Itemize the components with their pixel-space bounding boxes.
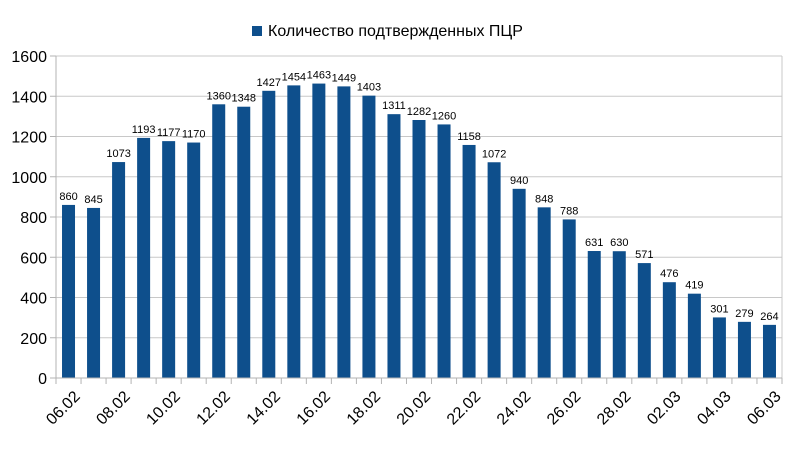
data-label: 1282 <box>407 106 431 118</box>
bar-25.02 <box>537 207 551 378</box>
bar-24.02 <box>512 188 526 378</box>
bar-27.02 <box>587 251 601 378</box>
data-label: 264 <box>760 311 778 323</box>
x-tick-label: 08.02 <box>93 388 133 428</box>
x-tick-label: 28.02 <box>594 388 634 428</box>
data-label: 1170 <box>182 129 206 141</box>
data-label: 940 <box>510 175 528 187</box>
axes <box>55 56 783 379</box>
bar-15.02 <box>287 85 301 378</box>
x-tick-label: 24.02 <box>494 388 534 428</box>
data-label: 1311 <box>382 100 406 112</box>
bar-20.02 <box>412 119 426 378</box>
data-label: 1360 <box>206 90 230 102</box>
bar-16.02 <box>312 83 326 378</box>
data-label: 788 <box>560 205 578 217</box>
bar-26.02 <box>562 219 576 378</box>
bar-21.02 <box>437 124 451 378</box>
x-tick-label: 04.03 <box>694 388 734 428</box>
data-label: 419 <box>685 280 703 292</box>
bar-03.03 <box>687 293 701 378</box>
data-label: 845 <box>84 194 102 206</box>
data-label: 630 <box>610 237 628 249</box>
data-label: 1449 <box>332 72 356 84</box>
x-tick-label: 22.02 <box>444 388 484 428</box>
bar-28.02 <box>612 251 626 378</box>
x-tick-label: 06.02 <box>43 388 83 428</box>
bar-18.02 <box>362 95 376 379</box>
bar-13.02 <box>237 106 251 378</box>
data-label: 1348 <box>232 93 256 105</box>
chart-legend: Количество подтвержденных ПЦР <box>252 23 523 40</box>
bar-04.03 <box>712 317 726 378</box>
y-tick-label: 1200 <box>11 130 47 147</box>
data-label: 1454 <box>282 71 306 83</box>
x-tick-label: 18.02 <box>344 388 384 428</box>
data-label: 1158 <box>457 131 481 143</box>
x-tick-label: 20.02 <box>394 388 434 428</box>
bar-10.02 <box>162 141 176 378</box>
bar-06.03 <box>762 324 776 378</box>
bar-11.02 <box>187 142 201 378</box>
y-tick-label: 1400 <box>11 89 47 106</box>
y-axis-ticks: 0 200 400 600 800 1000 1200 1400 1600 <box>11 49 56 388</box>
x-tick-label: 12.02 <box>194 388 234 428</box>
bar-17.02 <box>337 86 351 379</box>
x-tick-label: 16.02 <box>294 388 334 428</box>
data-label: 1193 <box>132 124 156 136</box>
x-axis-ticks: 06.02 08.02 10.02 12.02 14.02 16.02 18.02 20.02… <box>43 378 785 429</box>
data-label: 631 <box>585 237 603 249</box>
data-label: 279 <box>735 308 753 320</box>
y-tick-label: 0 <box>38 371 47 388</box>
bar-14.02 <box>262 90 276 378</box>
data-label: 848 <box>535 193 553 205</box>
y-tick-label: 200 <box>20 331 47 348</box>
data-label: 860 <box>59 191 77 203</box>
data-label: 1177 <box>157 127 181 139</box>
data-label: 1463 <box>307 70 331 82</box>
legend-swatch <box>252 26 262 36</box>
data-label: 476 <box>660 268 678 280</box>
data-label: 1427 <box>257 77 281 89</box>
data-label: 1073 <box>106 148 130 160</box>
data-label: 571 <box>635 249 653 261</box>
data-label: 301 <box>710 303 728 315</box>
bar-12.02 <box>212 104 226 379</box>
x-tick-label: 14.02 <box>244 388 284 428</box>
bar-06.02 <box>62 204 76 378</box>
y-tick-label: 800 <box>20 210 47 227</box>
bar-23.02 <box>487 162 501 378</box>
y-tick-label: 400 <box>20 291 47 308</box>
bar-08.02 <box>112 162 126 378</box>
bars <box>62 83 776 379</box>
y-tick-label: 1600 <box>11 49 47 66</box>
data-label: 1072 <box>482 148 506 160</box>
y-tick-label: 1000 <box>11 170 47 187</box>
x-tick-label: 10.02 <box>144 388 184 428</box>
data-label: 1260 <box>432 110 456 122</box>
data-label: 1403 <box>357 82 381 94</box>
x-tick-label: 02.03 <box>644 388 684 428</box>
bar-22.02 <box>462 144 476 378</box>
bar-19.02 <box>387 114 401 378</box>
bar-02.03 <box>662 282 676 378</box>
bar-05.03 <box>737 321 751 378</box>
bar-01.03 <box>637 263 651 378</box>
x-tick-label: 06.03 <box>744 388 784 428</box>
legend-label: Количество подтвержденных ПЦР <box>268 23 523 40</box>
x-tick-label: 26.02 <box>544 388 584 428</box>
bar-07.02 <box>87 207 101 378</box>
y-tick-label: 600 <box>20 250 47 267</box>
bar-09.02 <box>137 137 151 378</box>
